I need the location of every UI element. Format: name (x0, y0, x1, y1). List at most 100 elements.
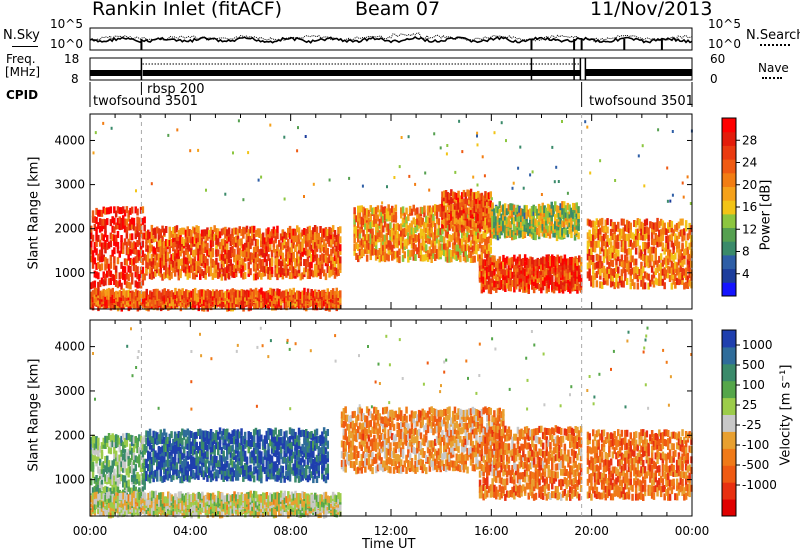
freq-band-2 (142, 70, 581, 76)
power-cell (446, 217, 450, 225)
power-cell (672, 229, 675, 237)
power-cell (260, 292, 263, 300)
power-cell (270, 236, 274, 244)
power-cell (134, 256, 138, 264)
power-cell (328, 291, 331, 299)
power-cell (516, 265, 520, 273)
power-cell (278, 289, 281, 297)
power-cell (464, 244, 468, 252)
power-cell (640, 273, 643, 280)
power-cell (446, 192, 450, 200)
power-speck (297, 126, 299, 130)
power-cell (602, 270, 606, 278)
power-cell (482, 214, 485, 221)
velocity-cell (132, 458, 136, 465)
velocity-cell (120, 454, 123, 462)
power-cell (150, 272, 154, 280)
power-cell (129, 282, 132, 290)
power-cell (281, 235, 285, 243)
power-cell (358, 240, 362, 248)
power-cell (688, 227, 691, 235)
power-cell (147, 262, 150, 270)
power-cell (272, 240, 276, 248)
power-cell (152, 228, 155, 236)
power-cell (412, 227, 416, 235)
power-cell (339, 290, 342, 298)
power-cell (539, 213, 543, 221)
power-cell (430, 216, 433, 223)
power-cell (503, 203, 507, 211)
power-cell (642, 228, 645, 236)
power-cell (243, 272, 247, 279)
power-cell (574, 282, 577, 290)
power-cell (525, 221, 528, 229)
power-cell (177, 288, 181, 296)
power-cell (141, 258, 145, 266)
velocity-cell (93, 485, 97, 493)
power-cell (574, 274, 577, 281)
power-cell (658, 229, 661, 237)
power-cell (567, 272, 570, 280)
power-cell (380, 222, 383, 230)
velocity-cell (95, 456, 98, 464)
power-cell (265, 234, 268, 242)
power-cell (305, 304, 308, 312)
power-cell (326, 257, 330, 265)
power-cell (391, 205, 394, 213)
power-cell (484, 198, 487, 206)
power-cell (182, 239, 186, 246)
date-label: 11/Nov/2013 (590, 0, 713, 20)
power-cell (423, 221, 426, 229)
power-cell (439, 203, 442, 211)
power-cell (371, 220, 374, 228)
power-cell (684, 273, 688, 281)
power-cell (514, 207, 518, 215)
power-cell (220, 243, 224, 251)
velocity-cell (152, 450, 155, 458)
power-cell (552, 205, 555, 213)
power-cell (102, 288, 106, 296)
power-cell (136, 294, 140, 301)
power-cell (138, 274, 141, 281)
power-cell (419, 242, 423, 250)
power-cell (242, 250, 245, 258)
power-cell (358, 217, 362, 225)
power-cell (579, 274, 583, 282)
power-cell (238, 253, 242, 261)
power-speck (671, 130, 674, 133)
power-cell (263, 255, 267, 263)
power-cell (149, 290, 152, 298)
power-cell (193, 233, 197, 241)
power-cell (143, 291, 147, 299)
power-cell (197, 226, 200, 233)
power-cell (306, 288, 310, 296)
power-cell (209, 269, 213, 277)
power-cell (109, 300, 113, 308)
power-cell (134, 232, 138, 240)
power-cell (152, 261, 155, 269)
power-cell (168, 273, 172, 281)
power-cell (394, 215, 398, 223)
power-cell (312, 227, 315, 235)
power-cell (247, 266, 251, 274)
power-cell (335, 297, 339, 305)
power-cell (638, 251, 641, 259)
power-cell (138, 250, 141, 258)
power-cell (267, 254, 270, 262)
power-cell (337, 243, 340, 251)
power-cell (272, 288, 276, 296)
power-cell (643, 241, 647, 249)
power-cell (164, 262, 168, 270)
velocity-cell (114, 474, 118, 482)
power-cell (477, 213, 480, 221)
power-cell (667, 265, 670, 273)
power-cell (93, 280, 97, 288)
power-cell (116, 281, 120, 289)
velocity-cell (97, 484, 100, 492)
power-cell (606, 278, 609, 286)
power-cell (290, 232, 294, 240)
power-cell (446, 231, 450, 239)
velocity-cell (127, 470, 130, 478)
power-cell (107, 292, 111, 300)
power-cell (238, 238, 242, 246)
